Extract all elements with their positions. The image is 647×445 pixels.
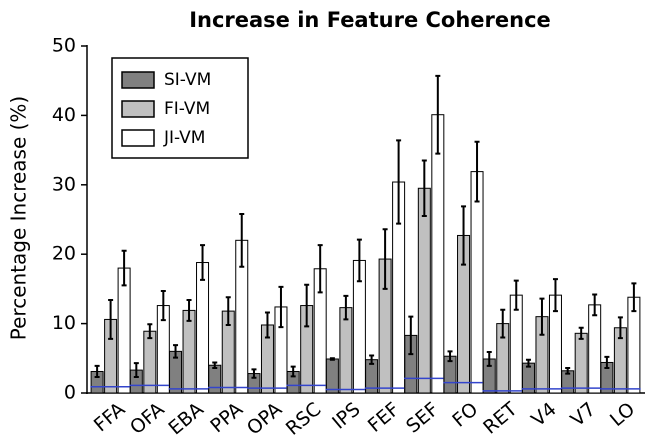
bar <box>325 358 339 394</box>
x-tick-label: OFA <box>126 398 169 439</box>
error-bar <box>565 367 571 375</box>
x-tick-label: FO <box>448 398 482 431</box>
legend-swatch <box>121 100 155 118</box>
y-tick-label: 30 <box>52 173 76 195</box>
x-tick-label: EBA <box>164 398 207 439</box>
legend-swatch <box>121 129 155 147</box>
error-bar <box>133 362 139 379</box>
legend-swatch <box>121 71 155 89</box>
bar <box>588 304 602 394</box>
x-tick-label: PPA <box>206 398 247 437</box>
y-tick-label: 50 <box>52 35 76 57</box>
error-bar <box>369 354 375 365</box>
error-bar <box>617 316 623 340</box>
error-bar <box>264 311 270 339</box>
error-bar <box>421 159 427 218</box>
error-bar <box>200 244 206 281</box>
error-bar <box>278 285 284 329</box>
y-axis-label: Percentage Increase (%) <box>7 96 31 340</box>
bar <box>208 364 222 394</box>
error-bar <box>147 323 153 340</box>
error-bar <box>447 350 453 363</box>
error-bar <box>604 355 610 370</box>
bar <box>339 307 353 394</box>
error-bar <box>239 212 245 268</box>
error-bar <box>108 299 114 340</box>
y-tick-label: 0 <box>64 382 76 404</box>
error-bar <box>121 249 127 287</box>
x-tick-label: OPA <box>243 398 286 439</box>
error-bar <box>304 283 310 328</box>
legend-label: SI-VM <box>164 70 211 90</box>
error-bar <box>539 297 545 336</box>
error-bar <box>631 282 637 313</box>
legend-label: JI-VM <box>163 128 205 148</box>
bar <box>470 171 484 394</box>
legend-label: FI-VM <box>164 99 210 119</box>
error-bar <box>552 278 558 313</box>
x-tick-label: SEF <box>402 398 443 437</box>
bar <box>196 262 210 394</box>
x-tick-label: IPS <box>328 398 364 434</box>
error-bar <box>317 244 323 294</box>
error-bar <box>486 351 492 367</box>
error-bar <box>408 315 414 356</box>
bar <box>417 187 431 394</box>
error-bar <box>592 293 598 317</box>
error-bar <box>343 294 349 321</box>
error-bar <box>578 326 584 340</box>
error-bar <box>396 139 402 225</box>
error-bar <box>356 238 362 283</box>
x-tick-label: RET <box>479 398 522 439</box>
error-bar <box>382 228 388 290</box>
error-bar <box>525 358 531 368</box>
error-bar <box>290 365 296 378</box>
bar <box>117 267 131 394</box>
error-bar <box>212 361 218 370</box>
error-bar <box>186 299 192 322</box>
bar <box>574 332 588 394</box>
error-bar <box>94 364 100 379</box>
y-tick-label: 40 <box>52 104 76 126</box>
error-bar <box>329 357 335 361</box>
error-bar <box>251 368 257 379</box>
bar <box>431 114 445 394</box>
error-bar <box>225 296 231 326</box>
y-tick-label: 10 <box>52 312 76 334</box>
error-bar <box>173 344 179 359</box>
bar <box>182 309 196 394</box>
error-bar <box>513 279 519 311</box>
x-tick-label: FEF <box>364 398 404 437</box>
x-tick-label: LO <box>606 398 639 431</box>
x-tick-label: RSC <box>282 398 326 440</box>
error-bar <box>160 289 166 322</box>
bar <box>143 330 157 394</box>
x-tick-label: FFA <box>90 398 130 436</box>
x-tick-label: V7 <box>567 398 600 431</box>
x-tick-label: V4 <box>527 398 560 431</box>
error-bar <box>461 205 467 266</box>
error-bar <box>435 74 441 155</box>
y-tick-label: 20 <box>52 243 76 265</box>
chart-title: Increase in Feature Coherence <box>189 8 551 32</box>
error-bar <box>500 308 506 339</box>
error-bar <box>474 140 480 203</box>
